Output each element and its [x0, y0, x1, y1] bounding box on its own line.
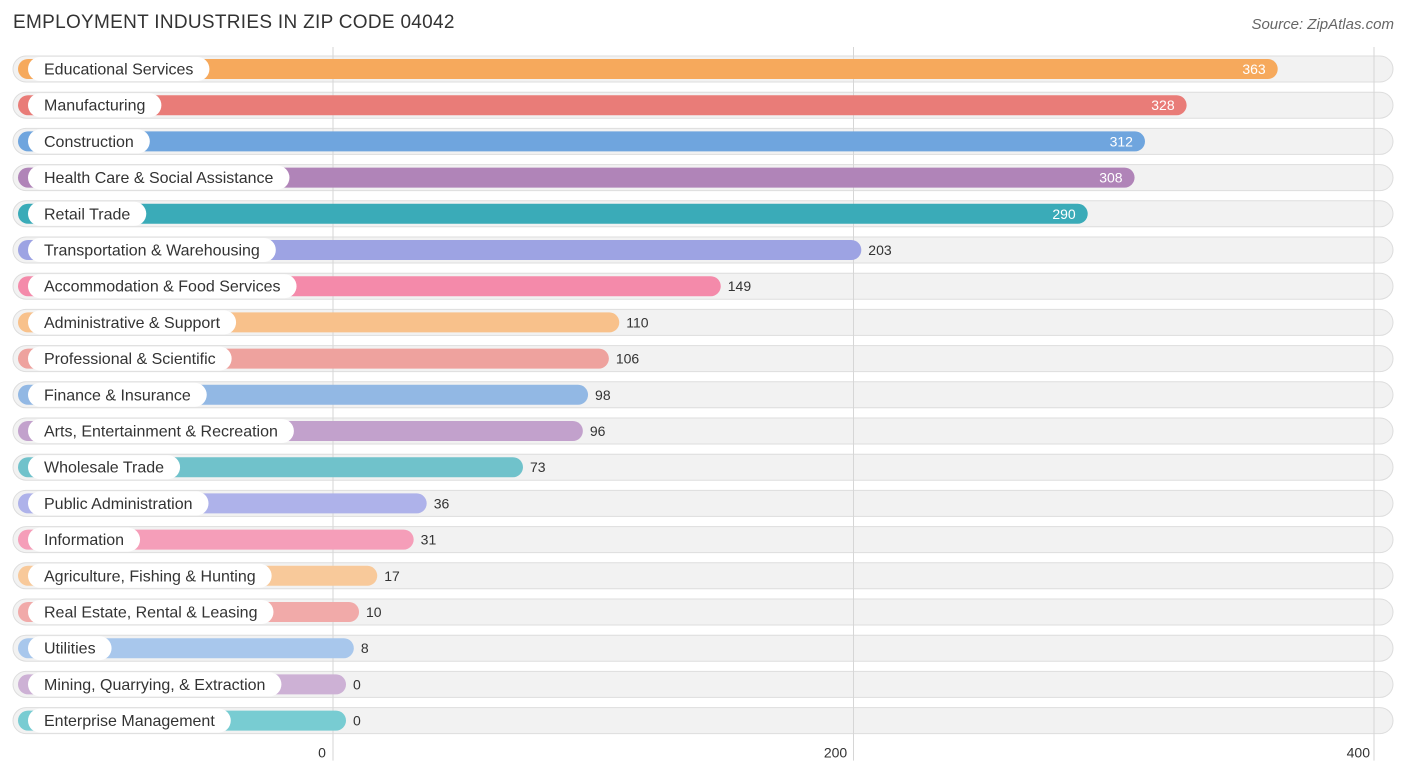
category-label-pill — [28, 165, 290, 190]
bar — [18, 131, 1145, 152]
category-label: Real Estate, Rental & Leasing — [44, 605, 257, 622]
category-label-pill — [28, 563, 272, 588]
category-label-pill — [28, 672, 282, 697]
category-label: Mining, Quarrying, & Extraction — [44, 677, 265, 694]
category-label-pill — [28, 238, 276, 262]
category-label: Professional & Scientific — [44, 351, 216, 368]
category-label: Enterprise Management — [44, 713, 215, 730]
category-label-pill — [28, 491, 209, 516]
value-label: 0 — [353, 676, 361, 692]
value-label: 328 — [1151, 97, 1175, 113]
value-label: 8 — [361, 640, 369, 656]
category-label-pill — [28, 600, 274, 624]
category-label: Health Care & Social Assistance — [44, 170, 274, 187]
category-label: Finance & Insurance — [44, 387, 191, 404]
value-label: 31 — [421, 532, 437, 548]
value-label: 17 — [384, 568, 400, 584]
value-label: 312 — [1110, 133, 1134, 149]
value-label: 203 — [868, 242, 892, 258]
category-label: Retail Trade — [44, 206, 130, 223]
value-label: 73 — [530, 459, 546, 475]
row-background — [12, 670, 1394, 698]
category-label: Agriculture, Fishing & Hunting — [44, 568, 256, 585]
value-label: 363 — [1242, 61, 1266, 77]
value-label: 149 — [728, 278, 752, 294]
category-label: Construction — [44, 134, 134, 151]
value-label: 96 — [590, 423, 606, 439]
value-label: 110 — [626, 314, 649, 330]
x-tick-label: 200 — [824, 745, 848, 761]
chart-title: EMPLOYMENT INDUSTRIES IN ZIP CODE 04042 — [13, 12, 455, 33]
category-label-pill — [28, 527, 141, 552]
x-axis-ticks: 0 200 400 — [318, 745, 1370, 761]
category-label-pill — [28, 129, 150, 154]
row-background — [12, 707, 1394, 735]
bar — [18, 167, 1135, 188]
x-tick-label: 0 — [318, 745, 326, 761]
value-label: 10 — [366, 604, 382, 620]
bars: Educational Services 363 Manufacturing 328 C… — [18, 57, 1278, 733]
category-label-pill — [28, 57, 210, 81]
bar — [18, 95, 1187, 116]
category-label: Utilities — [44, 641, 96, 658]
category-label: Transportation & Warehousing — [44, 243, 260, 260]
category-label: Wholesale Trade — [44, 460, 164, 477]
category-label-pill — [28, 636, 112, 661]
value-label: 290 — [1052, 206, 1076, 222]
category-label: Manufacturing — [44, 98, 145, 115]
category-label: Arts, Entertainment & Recreation — [44, 424, 278, 441]
row-background — [12, 598, 1394, 626]
value-label: 98 — [595, 387, 611, 403]
category-label-pill — [28, 274, 297, 299]
category-label-pill — [28, 93, 162, 118]
category-label-pill — [28, 382, 207, 407]
value-label: 0 — [353, 713, 361, 729]
value-label: 308 — [1099, 170, 1123, 186]
category-label-pill — [28, 455, 181, 480]
category-label-pill — [28, 708, 231, 733]
category-label: Accommodation & Food Services — [44, 279, 281, 296]
x-tick-label: 400 — [1347, 745, 1371, 761]
chart-source: Source: ZipAtlas.com — [1251, 16, 1394, 33]
value-label: 36 — [434, 495, 450, 511]
bar — [18, 59, 1278, 79]
category-label: Public Administration — [44, 496, 193, 513]
category-label: Information — [44, 532, 124, 549]
category-label-pill — [28, 346, 232, 371]
category-label-pill — [28, 201, 147, 226]
row-background — [12, 634, 1394, 662]
category-label: Administrative & Support — [44, 315, 221, 332]
category-label-pill — [28, 310, 237, 335]
bar — [18, 203, 1088, 224]
category-label-pill — [28, 419, 294, 443]
category-label: Educational Services — [44, 62, 193, 79]
value-label: 106 — [616, 351, 640, 367]
